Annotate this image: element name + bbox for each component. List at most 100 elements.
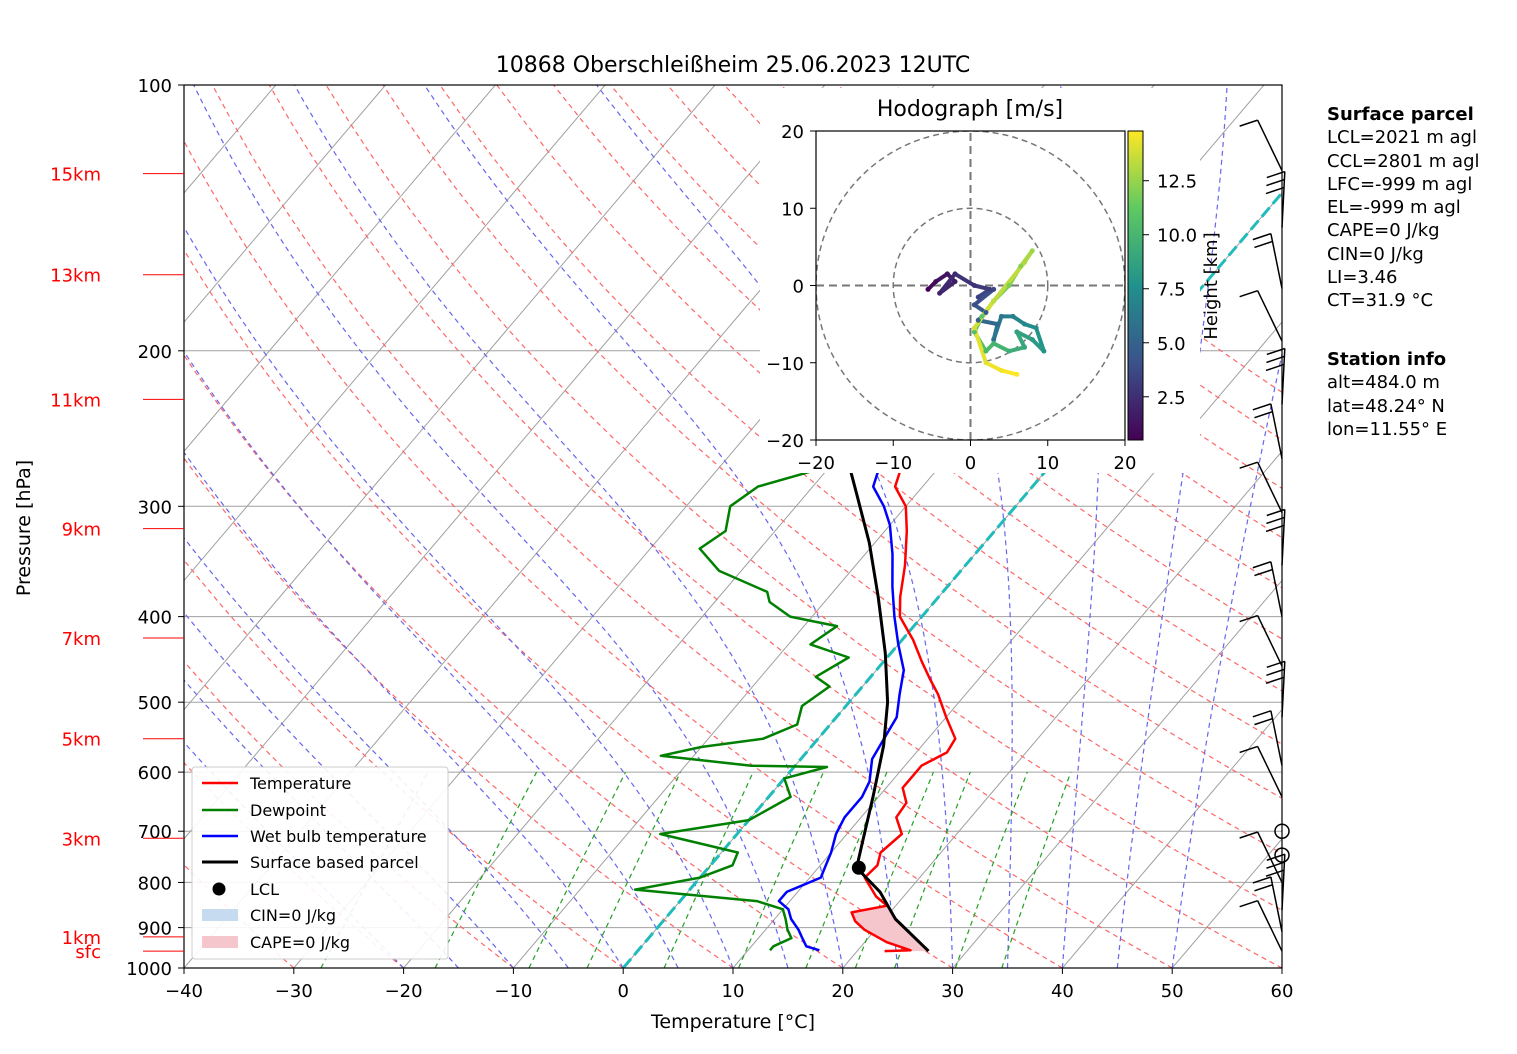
- hodograph-point: [952, 271, 958, 277]
- wind-barb-shaft: [1270, 403, 1283, 459]
- y-tick-label: 500: [138, 693, 172, 714]
- hodograph-point: [983, 348, 989, 354]
- legend-label-wetbulb: Wet bulb temperature: [250, 827, 427, 846]
- wind-barb-flag: [1266, 178, 1285, 187]
- hodograph-segment: [1014, 329, 1027, 350]
- colorbar-tick-label: 2.5: [1157, 388, 1186, 409]
- surface-parcel-cape: CAPE=0 J/kg: [1327, 220, 1440, 242]
- hodograph-background: [760, 88, 1200, 473]
- x-tick-label: 40: [1051, 981, 1074, 1002]
- hodograph-trace: [925, 248, 1047, 377]
- y-tick-label: 1000: [126, 959, 172, 980]
- hodograph-point: [991, 337, 997, 343]
- hodograph-segment: [953, 271, 977, 288]
- height-label: 15km: [50, 165, 101, 186]
- surface-parcel-ccl: CCL=2801 m agl: [1327, 150, 1480, 172]
- moist-adiabat: [184, 611, 514, 968]
- legend-swatch-cape: [202, 936, 238, 948]
- moist-adiabat: [184, 451, 624, 968]
- colorbar-tick-label: 12.5: [1157, 172, 1197, 193]
- dry-adiabat: [184, 354, 844, 968]
- hodograph-point: [971, 325, 977, 331]
- height-label: 11km: [50, 390, 101, 411]
- wind-barb-flag: [1266, 660, 1286, 669]
- hodograph-point: [937, 290, 943, 296]
- colorbar-tick-label: 5.0: [1157, 334, 1186, 355]
- wind-barb-calm: [1274, 823, 1290, 839]
- wind-barb-flag: [1266, 668, 1285, 677]
- hodograph-point: [975, 317, 981, 323]
- hodograph-y-tick-label: 10: [781, 199, 804, 220]
- moist-adiabat: [184, 536, 569, 968]
- hodograph-point: [1041, 348, 1047, 354]
- dry-adiabat: [268, 85, 1282, 968]
- legend-label-dewpoint: Dewpoint: [250, 801, 326, 820]
- x-tick-label: −20: [385, 981, 423, 1002]
- legend-label-cin: CIN=0 J/kg: [250, 906, 336, 925]
- hodograph-point: [991, 298, 997, 304]
- hodograph-point: [1029, 337, 1035, 343]
- colorbar-ticks: 2.5 5.0 7.5 10.0 12.5: [1143, 172, 1197, 409]
- hodograph-point: [1014, 371, 1020, 377]
- wind-barb-flag: [1266, 355, 1285, 364]
- height-label: 1km: [62, 928, 101, 949]
- moist-adiabat: [184, 350, 679, 968]
- wind-barb-shaft: [1270, 561, 1283, 617]
- wind-barb-shaft: [1281, 661, 1286, 718]
- hodograph-segment: [972, 298, 996, 330]
- wind-barb-shaft: [1256, 900, 1283, 952]
- legend-label-temperature: Temperature: [249, 774, 351, 793]
- surface-parcel-heading: Surface parcel: [1327, 104, 1474, 125]
- surface-parcel-ct: CT=31.9 °C: [1327, 290, 1434, 312]
- legend: Temperature Dewpoint Wet bulb temperatur…: [191, 766, 449, 960]
- height-label: 13km: [50, 266, 101, 287]
- wind-barb-flag: [1252, 561, 1272, 569]
- wind-barb-shaft: [1256, 831, 1283, 883]
- x-axis-label: Temperature [°C]: [650, 1011, 815, 1033]
- height-label: 9km: [62, 520, 101, 541]
- hodograph-point: [983, 360, 989, 366]
- moist-adiabat: [184, 679, 459, 968]
- isotherm: [184, 85, 826, 840]
- y-tick-label: 700: [138, 822, 172, 843]
- wind-barb-flag: [1239, 614, 1258, 623]
- hodograph-segment: [991, 314, 1004, 342]
- y-tick-label: 800: [138, 873, 172, 894]
- mixing-ratio-line: [954, 771, 1028, 968]
- hodograph-point: [983, 310, 989, 316]
- hodograph-y-tick-label: −20: [766, 431, 804, 452]
- wind-barb-flag: [1266, 861, 1285, 869]
- hodograph-point: [1022, 321, 1028, 327]
- wind-barb-shaft: [1270, 710, 1283, 766]
- y-tick-label: 300: [138, 497, 172, 518]
- isotherm: [1062, 708, 1282, 968]
- mixing-ratio-line: [528, 771, 627, 968]
- wind-barb-shaft: [1256, 290, 1283, 342]
- hodograph-x-tick-label: −10: [874, 453, 912, 474]
- x-tick-label: 0: [617, 981, 628, 1002]
- mixing-ratio-line: [805, 771, 888, 968]
- mixing-ratio-line: [738, 771, 825, 968]
- wind-barb-flag: [1252, 403, 1272, 411]
- wind-barb-flag: [1254, 717, 1273, 726]
- wind-barb-shaft: [1270, 876, 1283, 932]
- mixing-ratio-line: [586, 771, 682, 968]
- hodograph-segment: [972, 325, 988, 365]
- wind-barb-calm: [1274, 847, 1290, 863]
- wind-barb-flag: [1254, 568, 1273, 577]
- y-tick-label: 600: [138, 763, 172, 784]
- wind-barb-flag: [1239, 289, 1258, 298]
- hodograph: Hodograph [m/s] −20 −10 0 10 20 −20 −10 0 10 20 2…: [760, 88, 1222, 474]
- mixing-ratio-line: [663, 771, 754, 968]
- hodograph-point: [1010, 313, 1016, 319]
- hodograph-point: [1022, 259, 1028, 265]
- hodograph-point: [1006, 348, 1012, 354]
- dry-adiabat: [439, 85, 1282, 799]
- x-tick-label: 10: [722, 981, 745, 1002]
- hodograph-point: [971, 329, 977, 335]
- wind-barb-shaft: [1256, 615, 1283, 667]
- isotherm: [952, 579, 1282, 968]
- wind-barb-flag: [1265, 186, 1285, 195]
